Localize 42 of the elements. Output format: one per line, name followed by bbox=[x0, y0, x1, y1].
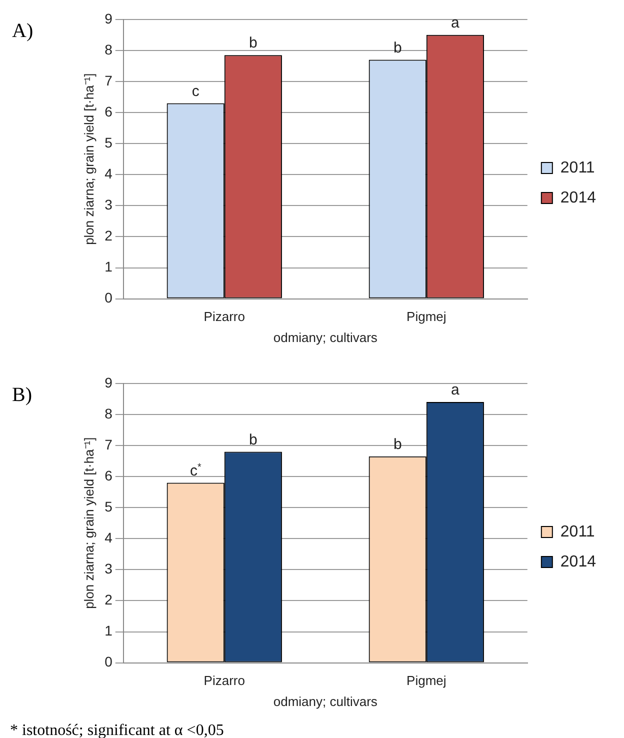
annotation: b bbox=[393, 39, 402, 56]
y-tick-label: 9 bbox=[104, 374, 113, 390]
x-axis-title: odmiany; cultivars bbox=[273, 330, 378, 345]
y-tick-label: 4 bbox=[104, 529, 113, 546]
y-tick-label: 6 bbox=[104, 103, 113, 120]
chart-title: A) bbox=[12, 20, 34, 43]
x-tick-label: Pizarro bbox=[204, 673, 245, 688]
y-tick-label: 0 bbox=[104, 654, 113, 670]
y-tick-label: 2 bbox=[104, 228, 113, 244]
annotation: c bbox=[192, 82, 200, 100]
chart-title: B) bbox=[12, 384, 32, 407]
legend-label: 2014 bbox=[560, 189, 596, 206]
legend-label: 2014 bbox=[560, 553, 596, 570]
y-axis-title: plon ziarna; grain yield [t·ha⁻¹] bbox=[81, 437, 96, 609]
legend-label: 2011 bbox=[560, 159, 595, 176]
y-tick-label: 7 bbox=[104, 72, 113, 88]
y-tick-label: 7 bbox=[104, 436, 113, 452]
legend-label: 2011 bbox=[560, 523, 595, 540]
y-tick-label: 8 bbox=[104, 41, 113, 58]
y-tick-label: 4 bbox=[104, 165, 113, 182]
y-tick-label: 1 bbox=[104, 622, 113, 639]
x-tick-label: Pigmej bbox=[406, 309, 446, 324]
y-tick-label: 3 bbox=[104, 560, 113, 577]
y-tick-label: 9 bbox=[104, 10, 113, 26]
y-tick-label: 6 bbox=[104, 467, 113, 484]
y-tick-label: 8 bbox=[104, 405, 113, 422]
y-tick-label: 1 bbox=[104, 258, 113, 275]
annotation: a bbox=[451, 14, 460, 32]
y-tick-label: 0 bbox=[104, 290, 113, 306]
annotation: a bbox=[451, 382, 460, 399]
annotation: b bbox=[249, 34, 258, 52]
y-tick-label: 2 bbox=[104, 592, 113, 608]
annotation: b bbox=[393, 436, 402, 453]
annotation: c* bbox=[190, 462, 202, 480]
y-axis-title: plon ziarna; grain yield [t·ha⁻¹] bbox=[81, 73, 96, 245]
y-tick-label: 3 bbox=[104, 196, 113, 213]
y-tick-label: 5 bbox=[104, 498, 113, 514]
x-tick-label: Pigmej bbox=[406, 673, 446, 688]
x-tick-label: Pizarro bbox=[204, 309, 245, 324]
y-tick-label: 5 bbox=[104, 134, 113, 150]
annotation: b bbox=[249, 431, 258, 448]
x-axis-title: odmiany; cultivars bbox=[273, 694, 378, 709]
